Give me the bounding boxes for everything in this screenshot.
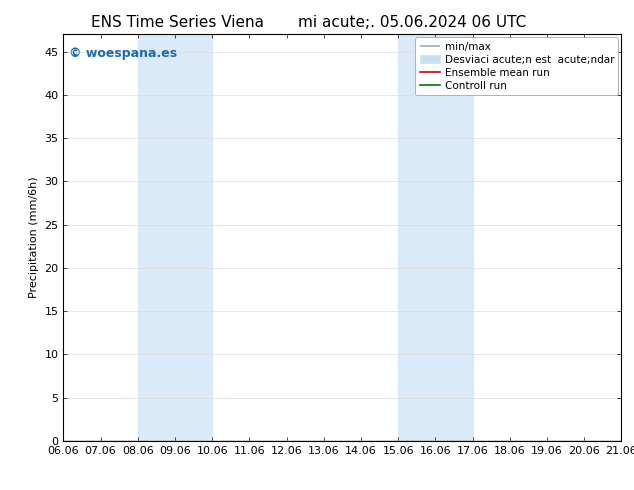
Legend: min/max, Desviaci acute;n est  acute;ndar, Ensemble mean run, Controll run: min/max, Desviaci acute;n est acute;ndar…	[415, 37, 618, 95]
Text: © woespana.es: © woespana.es	[69, 47, 177, 59]
Text: mi acute;. 05.06.2024 06 UTC: mi acute;. 05.06.2024 06 UTC	[298, 15, 526, 30]
Text: ENS Time Series Viena: ENS Time Series Viena	[91, 15, 264, 30]
Bar	[138, 34, 212, 441]
Y-axis label: Precipitation (mm/6h): Precipitation (mm/6h)	[29, 177, 39, 298]
Bar	[398, 34, 472, 441]
